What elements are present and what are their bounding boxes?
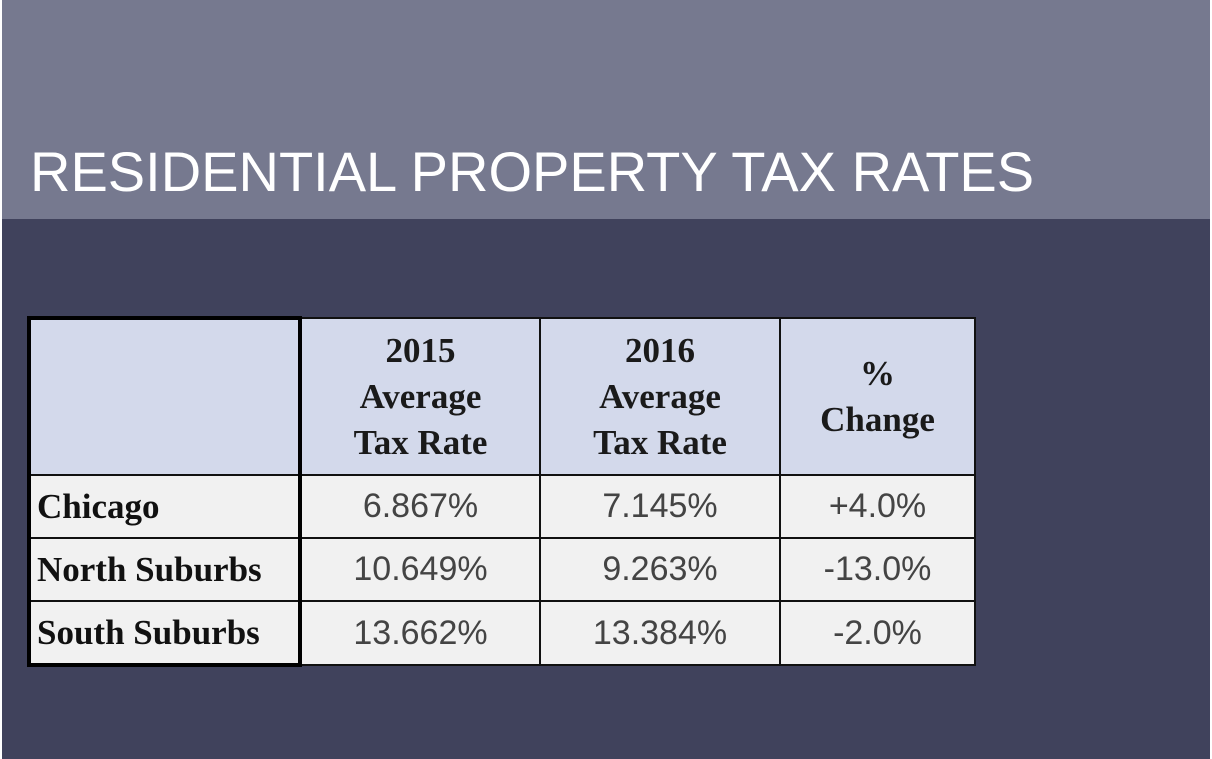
header-text: Change [820, 399, 935, 439]
table-row-south-suburbs: South Suburbs 13.662% 13.384% -2.0% [27, 600, 976, 667]
cell-percent-change: -2.0% [779, 600, 976, 666]
header-text: Average [359, 376, 482, 416]
cell-2015-rate: 13.662% [299, 600, 541, 666]
header-text: 2015 [385, 330, 456, 370]
header-cell-empty [27, 316, 302, 476]
row-label: North Suburbs [27, 537, 302, 602]
row-label: Chicago [27, 474, 302, 539]
header-text: 2016 [625, 330, 695, 370]
header-cell-2015-average-tax-rate: 2015 Average Tax Rate [299, 317, 541, 476]
table-header-row: 2015 Average Tax Rate 2016 Average Tax R… [27, 316, 976, 476]
cell-percent-change: -13.0% [779, 537, 976, 602]
table-row-chicago: Chicago 6.867% 7.145% +4.0% [27, 474, 976, 539]
slide-title: RESIDENTIAL PROPERTY TAX RATES [30, 140, 1035, 203]
title-banner: RESIDENTIAL PROPERTY TAX RATES [2, 0, 1210, 219]
cell-2016-rate: 13.384% [539, 600, 781, 666]
header-text: Average [599, 376, 721, 416]
table-row-north-suburbs: North Suburbs 10.649% 9.263% -13.0% [27, 537, 976, 602]
cell-2016-rate: 9.263% [539, 537, 781, 602]
cell-2015-rate: 6.867% [299, 474, 541, 539]
row-label: South Suburbs [27, 600, 302, 667]
header-cell-2016-average-tax-rate: 2016 Average Tax Rate [539, 317, 781, 476]
tax-rate-table-container: 2015 Average Tax Rate 2016 Average Tax R… [27, 316, 976, 667]
tax-rate-table: 2015 Average Tax Rate 2016 Average Tax R… [27, 316, 976, 667]
header-text: % [860, 353, 895, 393]
header-cell-percent-change: % Change [779, 317, 976, 476]
cell-percent-change: +4.0% [779, 474, 976, 539]
cell-2015-rate: 10.649% [299, 537, 541, 602]
cell-2016-rate: 7.145% [539, 474, 781, 539]
header-text: Tax Rate [353, 422, 488, 462]
header-text: Tax Rate [593, 422, 727, 462]
